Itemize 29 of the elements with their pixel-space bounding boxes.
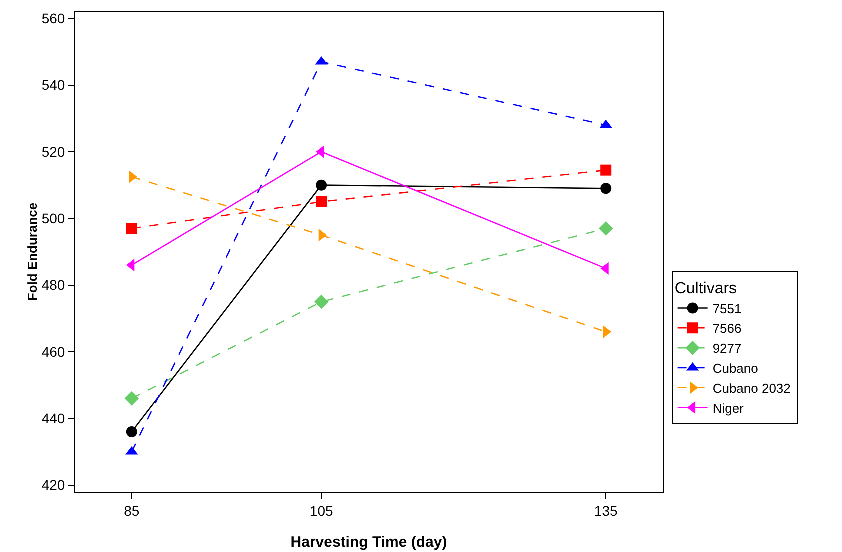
legend-label: Cubano <box>712 361 758 376</box>
point <box>600 164 612 176</box>
y-tick-label: 480 <box>42 277 66 294</box>
x-tick-label: 85 <box>124 502 140 519</box>
y-tick-label: 440 <box>42 410 66 427</box>
legend-title: Cultivars <box>674 280 738 298</box>
legend-label: Niger <box>712 400 745 416</box>
y-tick-label: 420 <box>42 477 66 494</box>
y-tick-label: 460 <box>42 344 66 360</box>
y-tick-label: 500 <box>42 210 66 227</box>
legend-label: 7551 <box>712 301 742 316</box>
x-axis-title: Harvesting Time (day) <box>290 534 448 551</box>
point <box>600 183 612 194</box>
point <box>126 426 138 438</box>
legend-label: Cubano 2032 <box>712 380 791 396</box>
legend-label: 9277 <box>712 341 742 356</box>
point <box>598 222 614 236</box>
point <box>124 392 140 406</box>
point <box>126 223 138 234</box>
point <box>316 196 328 208</box>
y-tick-label: 540 <box>42 77 66 94</box>
legend-label: 7566 <box>712 321 742 336</box>
y-tick-label: 520 <box>42 144 66 160</box>
y-tick-label: 560 <box>42 10 66 27</box>
point <box>316 180 328 191</box>
x-tick-label: 105 <box>310 502 334 519</box>
y-axis-title: Fold Endurance <box>24 202 40 302</box>
x-tick-label: 135 <box>594 502 618 519</box>
point <box>314 294 329 310</box>
